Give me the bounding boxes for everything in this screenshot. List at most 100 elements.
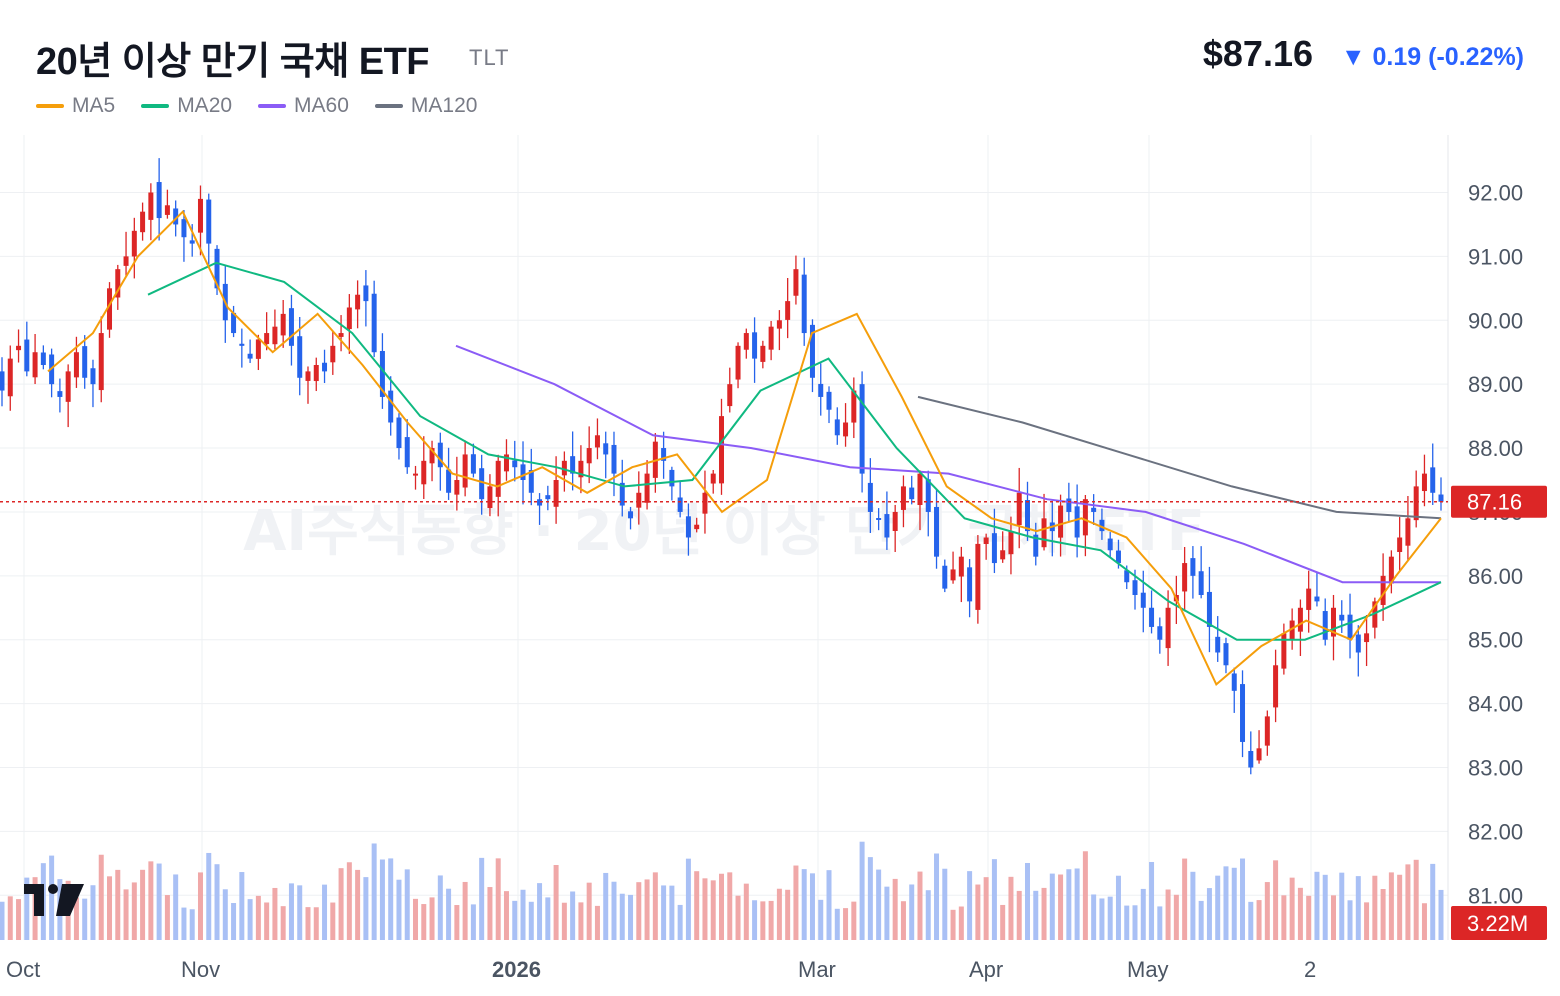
- candle-body: [57, 391, 63, 397]
- candle-body: [1215, 636, 1221, 653]
- volume-bar: [363, 877, 369, 940]
- volume-bar: [892, 878, 898, 940]
- candles: [0, 158, 1444, 775]
- candle-body: [65, 371, 71, 402]
- volume-bar: [495, 858, 501, 940]
- candle-body: [685, 516, 691, 538]
- volume-bar: [1289, 877, 1295, 940]
- volume-bar: [231, 903, 237, 940]
- candle-body: [1140, 592, 1146, 608]
- x-tick-label: Mar: [798, 957, 836, 982]
- volume-bar: [809, 873, 815, 940]
- candle-body: [628, 511, 634, 519]
- volume-bar: [1033, 890, 1039, 940]
- volume-bar: [909, 884, 915, 940]
- volume-bar: [1149, 861, 1155, 940]
- candle-body: [421, 460, 427, 485]
- candle-body: [1364, 633, 1370, 643]
- legend-ma60[interactable]: MA60: [258, 94, 349, 118]
- candle-body: [107, 288, 113, 330]
- volume-bar: [404, 869, 410, 940]
- legend-ma5[interactable]: MA5: [36, 94, 115, 118]
- candle-body: [1016, 492, 1022, 526]
- y-tick-label: 85.00: [1468, 628, 1523, 653]
- tradingview-logo-icon[interactable]: [22, 880, 86, 920]
- volume-bar: [818, 899, 824, 940]
- y-tick-label: 84.00: [1468, 692, 1523, 717]
- volume-bar: [1182, 858, 1188, 940]
- volume-bar: [694, 871, 700, 940]
- candle-body: [512, 460, 518, 468]
- x-tick-label: Oct: [6, 957, 40, 982]
- volume-bar: [834, 908, 840, 940]
- candle-body: [164, 205, 170, 215]
- candle-body: [1380, 575, 1386, 605]
- volume-bar: [1132, 905, 1138, 940]
- candle-body: [743, 333, 749, 350]
- candle-body: [942, 565, 948, 589]
- volume-bar: [313, 907, 319, 940]
- candle-body: [305, 371, 311, 381]
- candle-body: [586, 448, 592, 464]
- volume-bar: [181, 907, 187, 940]
- candle-body: [528, 470, 534, 493]
- volume-bar: [867, 857, 873, 940]
- candle-body: [1413, 486, 1419, 521]
- candle-body: [710, 473, 716, 484]
- volume-bar: [7, 896, 13, 940]
- volume-bar: [1397, 874, 1403, 940]
- legend-ma20[interactable]: MA20: [141, 94, 232, 118]
- volume-bar: [1140, 888, 1146, 940]
- volume-bar: [413, 898, 419, 940]
- volume-bar: [1306, 895, 1312, 940]
- volume-bar: [487, 887, 493, 940]
- volume-bar: [1413, 859, 1419, 940]
- candle-body: [1306, 588, 1312, 610]
- y-tick-label: 82.00: [1468, 819, 1523, 844]
- candle-body: [834, 419, 840, 436]
- candle-body: [338, 333, 344, 337]
- candle-body: [272, 326, 278, 345]
- volume-bar: [950, 909, 956, 940]
- volume-bar: [967, 871, 973, 940]
- candle-body: [983, 537, 989, 545]
- candle-body: [346, 307, 352, 330]
- volume-bar: [925, 890, 931, 940]
- x-tick-label: Nov: [181, 957, 220, 982]
- volume-bar: [735, 895, 741, 940]
- page-title: 20년 이상 만기 국채 ETF: [36, 41, 430, 83]
- candle-body: [197, 198, 203, 233]
- candle-body: [0, 371, 5, 391]
- candle-body: [934, 506, 940, 557]
- legend-label-ma120: MA120: [410, 94, 478, 117]
- volume-bar: [280, 906, 286, 940]
- candle-body: [520, 464, 526, 480]
- candle-body: [131, 230, 137, 257]
- candle-body: [90, 368, 96, 385]
- volume-bar: [537, 883, 543, 940]
- ma60-line: [455, 344, 1441, 584]
- volume-bar: [958, 906, 964, 940]
- last-price-badge: [1451, 485, 1547, 518]
- candle-body: [1107, 538, 1113, 551]
- candle-body: [843, 422, 849, 437]
- candle-body: [239, 343, 245, 346]
- volume-bar: [454, 905, 460, 940]
- y-tick-label: 88.00: [1468, 436, 1523, 461]
- candle-body: [181, 219, 187, 238]
- candle-body: [768, 326, 774, 350]
- y-tick-label: 81.00: [1468, 883, 1523, 908]
- candle-body: [809, 324, 815, 378]
- candle-body: [702, 492, 708, 514]
- ticker-symbol: TLT: [469, 45, 510, 70]
- legend-ma120[interactable]: MA120: [374, 94, 478, 118]
- volume-bar: [206, 852, 212, 940]
- candle-body: [379, 350, 385, 397]
- volume-bar: [305, 907, 311, 940]
- candle-body: [355, 294, 361, 310]
- volume-bar: [470, 904, 476, 940]
- volume-bar: [115, 869, 121, 940]
- candle-body: [40, 352, 46, 365]
- volume-bar: [421, 904, 427, 940]
